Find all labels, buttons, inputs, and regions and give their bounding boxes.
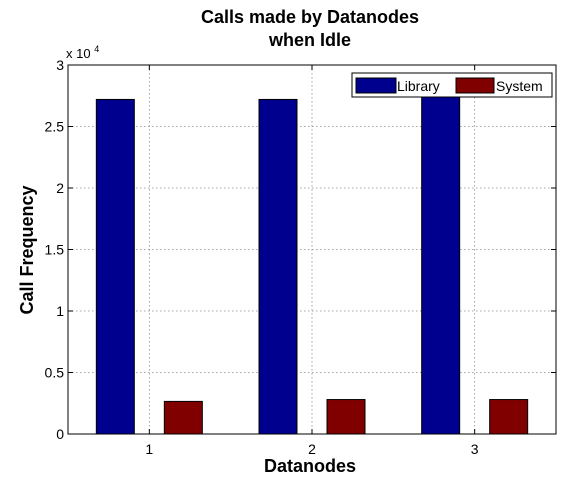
y-tick-label: 0.5	[45, 365, 65, 381]
y-tick-label: 3	[56, 57, 64, 73]
y-tick-label: 2.5	[45, 119, 65, 135]
y-axis-label: Call Frequency	[17, 185, 37, 314]
x-tick-label: 1	[145, 441, 153, 457]
legend-swatch-library	[355, 77, 397, 94]
chart-title-line-1: Calls made by Datanodes	[201, 7, 419, 27]
bar-system-2	[326, 399, 366, 435]
x-axis-label: Datanodes	[264, 456, 356, 476]
legend-label-library: Library	[397, 78, 440, 94]
y-tick-label: 2	[56, 180, 64, 196]
y-tick-label: 1.5	[45, 242, 65, 258]
y-axis-multiplier-base: x 10	[66, 46, 91, 61]
legend-swatch-system	[455, 77, 495, 94]
legend-label-system: System	[496, 78, 543, 94]
bar-library-1	[95, 98, 135, 435]
y-tick-label: 1	[56, 303, 64, 319]
bar-library-3	[421, 95, 461, 435]
grid-lines	[68, 65, 556, 434]
y-axis-multiplier-exponent: 4	[94, 44, 99, 54]
x-tick-label: 2	[308, 441, 316, 457]
x-tick-label: 3	[471, 441, 479, 457]
legend: Library System	[351, 72, 553, 98]
bar-library-2	[258, 98, 298, 435]
y-tick-label: 0	[56, 426, 64, 442]
bar-system-3	[489, 399, 529, 435]
axes: 0 0.5 1 1.5 2 2.5 3 1 2 3	[45, 57, 557, 457]
chart-title-line-2: when Idle	[268, 30, 351, 50]
bars	[95, 95, 529, 435]
bar-system-1	[163, 400, 203, 435]
y-axis-multiplier: x 10 4	[66, 44, 99, 61]
